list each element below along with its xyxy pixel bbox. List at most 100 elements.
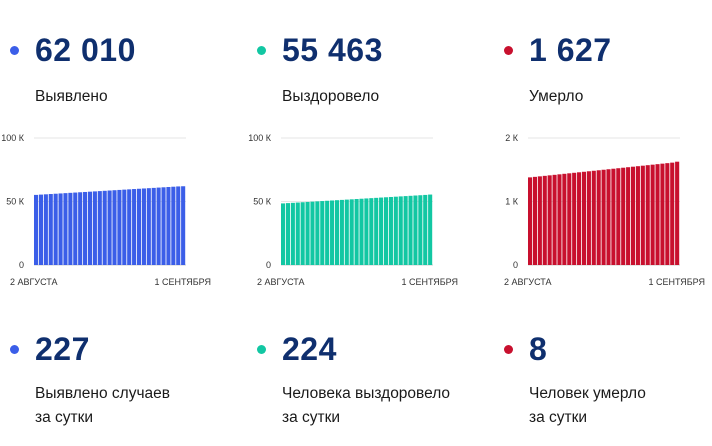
bar: [117, 189, 122, 265]
detected-total-label: Выявлено: [35, 88, 108, 105]
bar: [408, 195, 413, 265]
bar: [670, 162, 675, 265]
bar: [567, 173, 572, 265]
bar: [310, 201, 315, 265]
bar: [393, 196, 398, 265]
bar: [537, 176, 542, 265]
bar: [330, 200, 335, 265]
deaths-daily-label: Человек умерло за сутки: [529, 382, 646, 430]
x-end-label: 1 СЕНТЯБРЯ: [154, 277, 211, 287]
bar: [388, 196, 393, 265]
deaths-total-label: Умерло: [529, 88, 584, 105]
bar: [606, 169, 611, 265]
bar: [586, 171, 591, 265]
recovered-daily-dot-icon: [257, 345, 266, 354]
recovered-daily-value: 224: [282, 331, 337, 367]
y-tick-label: 50 К: [253, 197, 272, 207]
bar: [339, 199, 344, 265]
bar: [97, 191, 102, 265]
y-tick-label: 1 К: [505, 197, 519, 207]
bar: [132, 189, 137, 265]
x-start-label: 2 АВГУСТА: [504, 277, 552, 287]
bar: [596, 170, 601, 265]
recovered-daily-label-line1: Человека выздоровело: [282, 385, 451, 402]
y-tick-label: 0: [266, 260, 271, 270]
x-end-label: 1 СЕНТЯБРЯ: [401, 277, 458, 287]
deaths-daily-value: 8: [529, 331, 548, 367]
deaths-total-value: 1 627: [529, 32, 612, 68]
stat-column-detected: 62 010 Выявлено 0 50 К 100 К 2 АВГУСТА 1 СЕН…: [0, 0, 240, 446]
bar: [379, 197, 384, 265]
deaths-dot-icon: [504, 46, 513, 55]
bar: [325, 200, 330, 265]
bar: [102, 190, 107, 265]
bar: [295, 202, 300, 265]
bar: [577, 172, 582, 265]
bar: [281, 203, 286, 265]
bar: [552, 174, 557, 265]
deaths-chart: 0 1 К 2 К 2 АВГУСТА 1 СЕНТЯБРЯ: [504, 133, 705, 287]
bar: [428, 194, 433, 265]
bar: [665, 163, 670, 265]
bar: [285, 203, 290, 265]
bar: [171, 186, 176, 265]
bar: [300, 202, 305, 265]
bar: [660, 163, 665, 265]
recovered-chart: 0 50 К 100 К 2 АВГУСТА 1 СЕНТЯБРЯ: [248, 133, 458, 287]
bar: [616, 168, 621, 265]
bar: [87, 191, 93, 265]
bar: [181, 186, 186, 265]
bar: [650, 164, 655, 265]
x-start-label: 2 АВГУСТА: [257, 277, 305, 287]
bar: [423, 194, 428, 265]
bar: [38, 194, 43, 265]
recovered-dot-icon: [257, 46, 266, 55]
bar: [398, 196, 403, 265]
bar: [383, 197, 389, 265]
bar: [68, 192, 73, 265]
bar: [354, 199, 359, 265]
detected-daily-label-line1: Выявлено случаев: [35, 385, 170, 402]
stat-column-recovered: 55 463 Выздоровело 0 50 К 100 К 2 АВГУСТА 1 …: [247, 0, 487, 446]
bar: [43, 194, 48, 265]
bar: [640, 165, 645, 265]
bar: [92, 191, 97, 265]
detected-chart: 0 50 К 100 К 2 АВГУСТА 1 СЕНТЯБРЯ: [1, 133, 211, 287]
bar: [146, 188, 151, 265]
bar: [528, 177, 533, 265]
x-start-label: 2 АВГУСТА: [10, 277, 58, 287]
bar: [136, 188, 142, 265]
bar: [127, 189, 132, 265]
bar: [611, 168, 616, 265]
bar: [141, 188, 146, 265]
bar: [122, 189, 127, 265]
bar: [626, 167, 631, 265]
deaths-daily-label-line1: Человек умерло: [529, 385, 646, 402]
bar: [562, 173, 567, 265]
bar: [334, 200, 340, 265]
bar: [320, 201, 325, 265]
bar: [591, 170, 596, 265]
y-tick-label: 100 К: [248, 133, 272, 143]
detected-total-value: 62 010: [35, 32, 136, 68]
detected-daily-label: Выявлено случаев за сутки: [35, 382, 170, 430]
bar: [418, 195, 423, 265]
bar: [630, 166, 636, 265]
bar: [532, 176, 537, 265]
deaths-daily-dot-icon: [504, 345, 513, 354]
bar: [621, 167, 626, 265]
y-tick-label: 50 К: [6, 197, 25, 207]
bar: [290, 202, 295, 265]
bar: [63, 193, 68, 265]
bar: [156, 187, 161, 265]
detected-daily-dot-icon: [10, 345, 19, 354]
bar: [34, 194, 39, 265]
bar: [413, 195, 418, 265]
bar: [53, 193, 58, 265]
recovered-total-label: Выздоровело: [282, 88, 380, 105]
bar: [364, 198, 369, 265]
bar: [58, 193, 63, 265]
bar: [48, 194, 53, 265]
detected-daily-label-line2: за сутки: [35, 409, 94, 426]
